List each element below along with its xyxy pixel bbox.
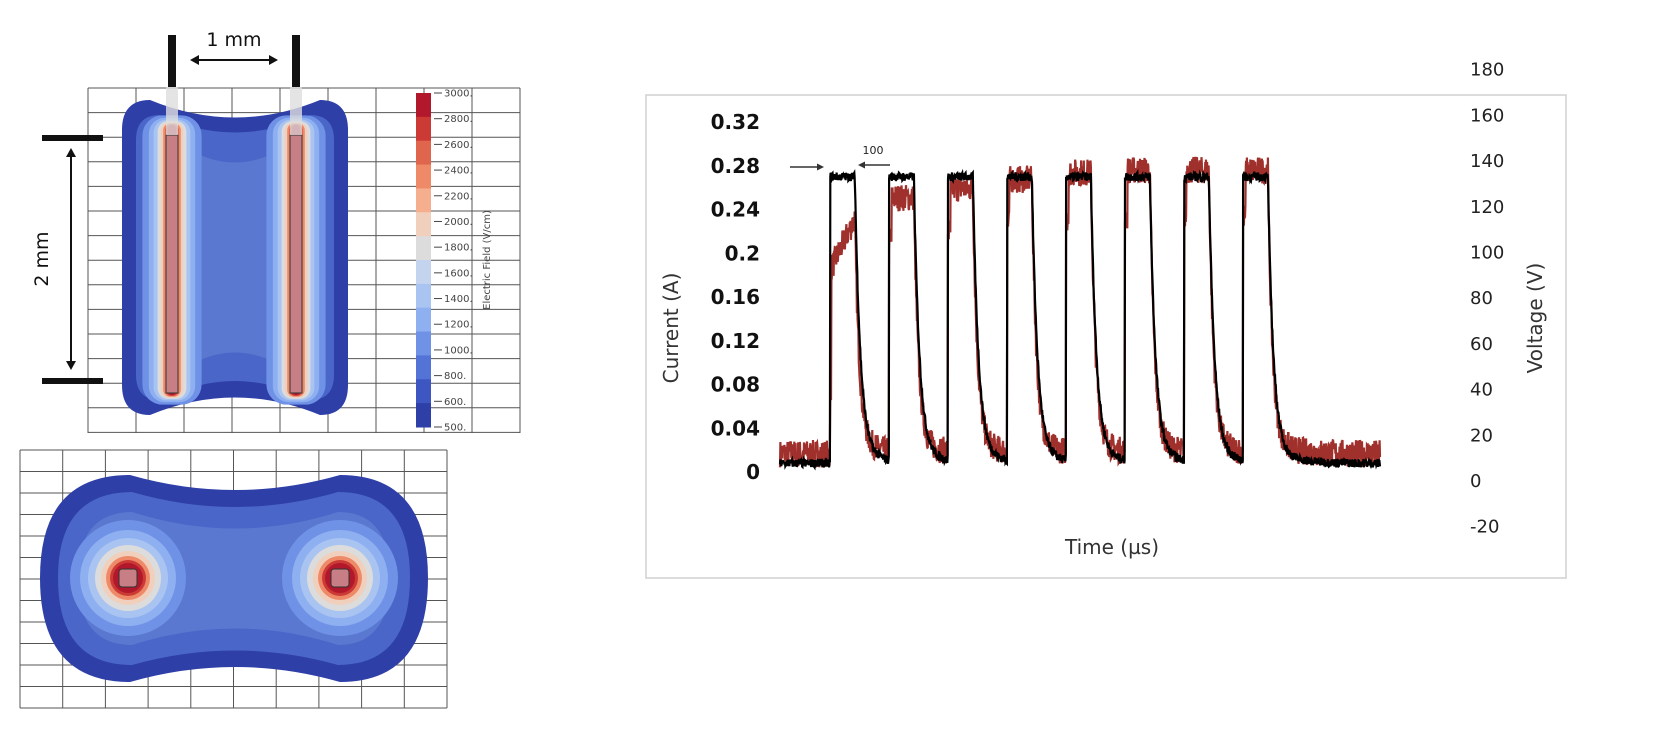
- colorbar-tick-label: 500.: [444, 423, 466, 434]
- colorbar-swatch: [416, 140, 431, 166]
- colorbar-tick-label: 1600.: [444, 268, 473, 279]
- electrode-sleeve-right: [290, 87, 302, 135]
- colorbar-swatch: [416, 283, 431, 309]
- colorbar-title: Electric Field (V/cm): [482, 210, 493, 310]
- dimension-height-label: 2 mm: [31, 231, 53, 286]
- electrode-right-section: [330, 568, 350, 588]
- colorbar-swatch: [416, 403, 431, 428]
- y-tick-label: 0.24: [711, 198, 760, 222]
- y-tick-label: 0.08: [711, 373, 760, 397]
- x-axis-label: Time (µs): [1064, 535, 1159, 559]
- y2-tick-label: 0: [1470, 471, 1481, 492]
- field-contour-center: [190, 150, 280, 365]
- electrode-left: [165, 134, 179, 394]
- y2-tick-label: 100: [1470, 243, 1504, 264]
- colorbar-swatch: [416, 164, 431, 189]
- dimension-width-label: 1 mm: [206, 29, 261, 51]
- y-tick-label: 0.04: [711, 416, 760, 440]
- pulse-width-annotation-label: 100: [863, 144, 884, 157]
- colorbar-tick-label: 1000.: [444, 345, 473, 356]
- y2-tick-label: -20: [1470, 517, 1499, 538]
- y2-tick-label: 120: [1470, 197, 1504, 218]
- colorbar-tick-label: 600.: [444, 397, 466, 408]
- dimension-height-arrow: [42, 135, 103, 384]
- chart-panel: 0.320.280.240.20.160.120.080.040 1801601…: [645, 60, 1567, 579]
- colorbar-tick-label: 2600.: [444, 140, 473, 151]
- top-simulation-panel: 1 mm 2 mm 3000. 2800. 2600. 2400. 2200. 2000.…: [31, 29, 521, 434]
- y-tick-label: 0: [746, 460, 760, 484]
- electrode-left-section: [118, 568, 138, 588]
- colorbar-tick-label: 3000.: [444, 89, 473, 100]
- y2-tick-label: 140: [1470, 151, 1504, 172]
- colorbar-swatch: [416, 188, 431, 213]
- colorbar-swatch: [416, 212, 431, 237]
- colorbar-swatch: [416, 93, 431, 118]
- colorbar-tick-label: 2800.: [444, 114, 473, 125]
- y2-axis-label: Voltage (V): [1523, 263, 1547, 374]
- colorbar-tick-label: 1800.: [444, 243, 473, 254]
- colorbar-tick-label: 2400.: [444, 166, 473, 177]
- y-tick-label: 0.32: [711, 110, 760, 134]
- dimension-width-arrow: [190, 55, 278, 65]
- colorbar-swatch: [416, 307, 431, 333]
- bottom-simulation-panel: [19, 449, 448, 709]
- y-tick-label: 0.28: [711, 154, 760, 178]
- left-axis-ticks: 0.32 0.28 0.24 0.2 0.16 0.12 0.08 0.04 0: [711, 110, 760, 484]
- y2-tick-label: 40: [1470, 380, 1493, 401]
- right-axis-ticks: 180 160 140 120 100 80 60 40 20 0 -20: [1470, 60, 1504, 538]
- colorbar-tick-label: 2200.: [444, 191, 473, 202]
- colorbar-swatch: [416, 116, 431, 142]
- y2-tick-label: 180: [1470, 60, 1504, 81]
- chart-frame: [645, 94, 1567, 579]
- y-tick-label: 0.16: [711, 285, 760, 309]
- colorbar-tick-label: 1400.: [444, 294, 473, 305]
- colorbar-swatch: [416, 331, 431, 356]
- electrode-lead-left: [168, 35, 176, 87]
- colorbar-swatch: [416, 379, 431, 404]
- pulse-width-annotation: [790, 161, 890, 171]
- electrode-lead-right: [292, 35, 300, 87]
- y-tick-label: 0.2: [725, 241, 760, 265]
- colorbar-tick-label: 1200.: [444, 320, 473, 331]
- y2-tick-label: 20: [1470, 425, 1493, 446]
- current-trace: [778, 168, 1382, 471]
- y2-tick-label: 80: [1470, 288, 1493, 309]
- colorbar: 3000. 2800. 2600. 2400. 2200. 2000. 1800. 1600.…: [416, 89, 473, 434]
- colorbar-tick-label: 2000.: [444, 217, 473, 228]
- y2-tick-label: 160: [1470, 105, 1504, 126]
- y-axis-label: Current (A): [659, 273, 683, 384]
- electrode-sleeve-left: [166, 87, 178, 135]
- traces: [778, 156, 1382, 471]
- colorbar-swatch: [416, 355, 431, 380]
- y-tick-label: 0.12: [711, 329, 760, 353]
- electrode-right: [289, 134, 303, 394]
- y2-tick-label: 60: [1470, 334, 1493, 355]
- colorbar-swatch: [416, 260, 431, 285]
- colorbar-swatch: [416, 236, 431, 261]
- colorbar-tick-label: 800.: [444, 371, 466, 382]
